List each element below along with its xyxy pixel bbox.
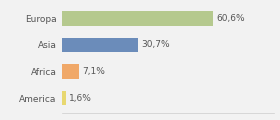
Bar	[62, 91, 66, 105]
Bar	[62, 11, 213, 26]
Bar	[62, 38, 138, 52]
Text: 7,1%: 7,1%	[82, 67, 105, 76]
Text: 60,6%: 60,6%	[216, 14, 245, 23]
Bar	[62, 64, 79, 79]
Text: 1,6%: 1,6%	[69, 94, 92, 103]
Text: 30,7%: 30,7%	[141, 40, 170, 49]
